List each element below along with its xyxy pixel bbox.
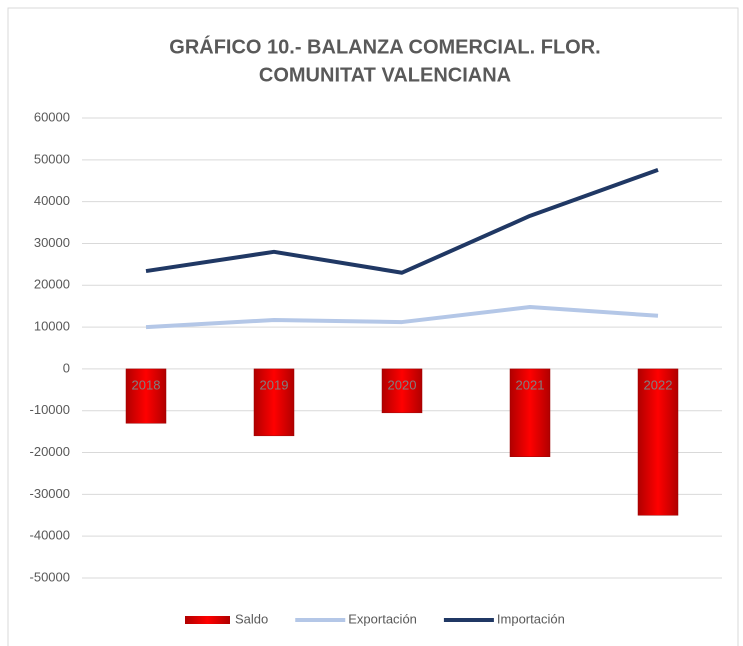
x-tick-label: 2022 [644,377,673,392]
bar [125,368,167,424]
y-tick-label: -50000 [30,569,70,584]
bar [381,368,423,414]
y-tick-label: -20000 [30,444,70,459]
chart-title: COMUNITAT VALENCIANA [259,64,511,86]
y-tick-label: 0 [63,360,70,375]
bar [637,368,679,516]
chart-title: GRÁFICO 10.- BALANZA COMERCIAL. FLOR. [169,35,600,58]
y-tick-label: -40000 [30,528,70,543]
x-tick-label: 2019 [260,377,289,392]
y-tick-label: 30000 [34,235,70,250]
y-tick-label: 60000 [34,109,70,124]
legend-label: Saldo [235,611,268,626]
y-tick-label: 50000 [34,151,70,166]
line [145,305,659,330]
bar [509,368,551,457]
y-tick-label: -30000 [30,486,70,501]
y-tick-label: -10000 [30,402,70,417]
legend-label: Exportación [348,611,417,626]
x-tick-label: 2020 [388,377,417,392]
x-tick-label: 2018 [132,377,161,392]
bar [253,368,295,437]
legend-label: Importación [497,611,565,626]
y-tick-label: 40000 [34,193,70,208]
legend-swatch [185,616,230,624]
x-tick-label: 2021 [516,377,545,392]
y-tick-label: 10000 [34,319,70,334]
y-tick-label: 20000 [34,277,70,292]
line [145,167,659,275]
